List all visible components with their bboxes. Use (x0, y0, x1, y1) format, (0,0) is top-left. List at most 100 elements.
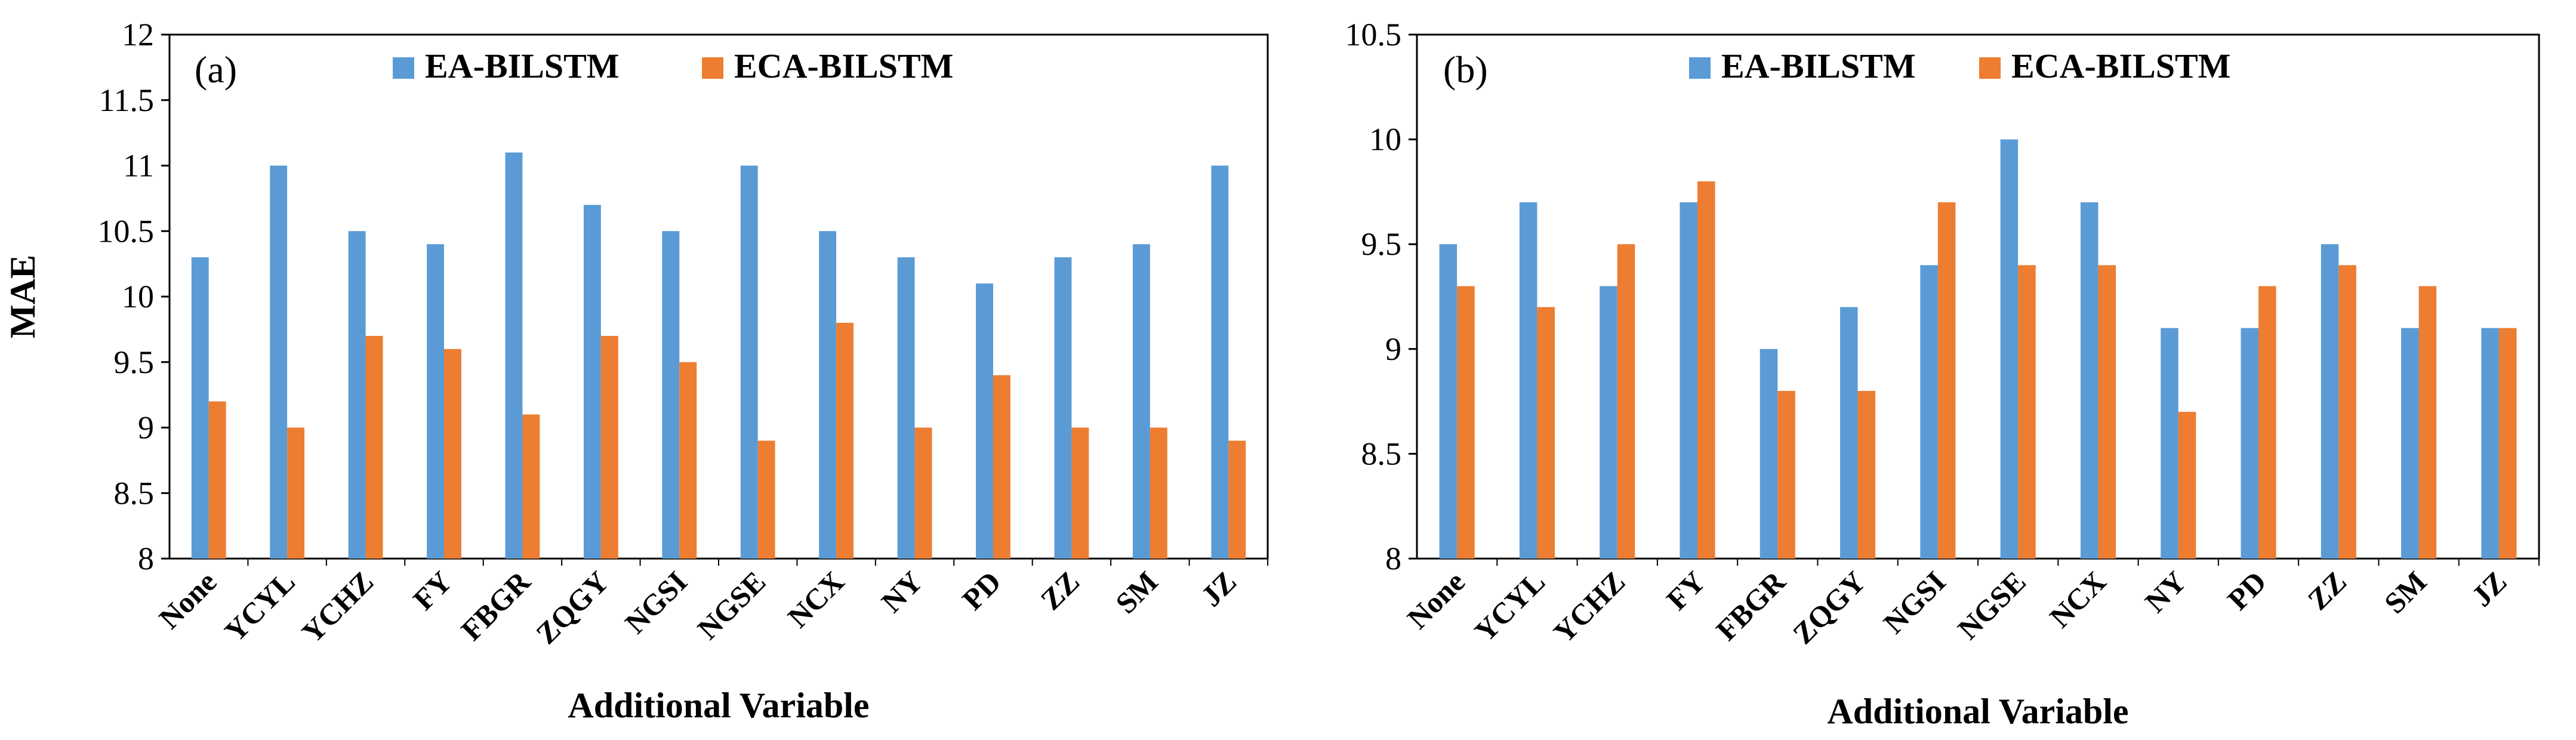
panel-a-x-tick-label: FBGR (454, 565, 537, 647)
panel-a-y-tick-label: 8.5 (114, 475, 155, 511)
panel-b-x-tick-label: NGSE (1951, 565, 2032, 646)
panel-a-x-axis-title: Additional Variable (568, 686, 869, 725)
panel-a-y-tick-label: 9 (138, 410, 154, 446)
panel-b-bar-eca-pd (2258, 286, 2276, 559)
panel-a-bar-ea-pd (976, 283, 993, 559)
panel-b-y-tick-label: 10 (1369, 122, 1401, 158)
panel-a-x-tick-label: YCYL (218, 565, 301, 648)
panel-a-bar-ea-fy (427, 244, 444, 559)
panel-a-bar-eca-zqgy (600, 335, 618, 559)
panel-a-x-tick-label: PD (956, 565, 1007, 616)
panel-a-bar-eca-jz (1228, 440, 1246, 559)
panel-b-x-tick-label: NGSI (1877, 565, 1952, 640)
panel-a-bar-eca-ny (914, 427, 932, 559)
panel-a-bar-eca-ychz (365, 335, 383, 559)
panel-a-y-tick-label: 10 (122, 279, 154, 314)
panel-b-x-tick-label: FBGR (1709, 565, 1792, 647)
panel-b-label: (b) (1443, 48, 1488, 91)
panel-a-y-tick-label: 10.5 (98, 213, 155, 249)
panel-b-legend-swatch-eca (1979, 57, 2001, 79)
panel-a-bar-eca-ngsi (679, 362, 697, 559)
panel-b-bar-eca-ycyl (1537, 307, 1555, 559)
panel-a-bar-eca-ncx (836, 322, 854, 559)
panel-a-x-tick-label: FY (406, 565, 458, 616)
panel-a-y-tick-label: 11.5 (99, 82, 155, 118)
panel-a-label: (a) (195, 48, 237, 91)
panel-b-bar-eca-none (1457, 286, 1475, 559)
panel-a-x-tick-label: YCHZ (295, 565, 380, 649)
panel-b-bar-eca-fy (1697, 181, 1715, 559)
panel-b-bar-ea-fbgr (1760, 349, 1778, 559)
panel-a-x-tick-label: NCX (781, 565, 851, 634)
panel-a-bar-ea-zqgy (583, 205, 601, 559)
panel-b-bar-ea-ngse (2000, 139, 2019, 559)
panel-a-x-tick-label: NY (875, 565, 929, 619)
panel-b-bar-eca-fbgr (1777, 391, 1795, 559)
panel-a-bar-ea-jz (1211, 165, 1229, 559)
panel-b-bar-ea-fy (1680, 202, 1697, 559)
panel-b-x-tick-label: NY (2139, 565, 2193, 619)
panel-b-y-tick-label: 9.5 (1361, 226, 1402, 262)
panel-a-bar-eca-ngse (757, 440, 775, 559)
panel-a-x-tick-label: SM (1109, 565, 1164, 620)
panel-a-bar-eca-ycyl (287, 427, 305, 559)
panel-b-y-tick-label: 9 (1385, 331, 1401, 367)
panel-b-x-tick-label: NCX (2043, 565, 2112, 634)
panel-b-bar-ea-ycyl (1519, 202, 1537, 559)
panel-a-y-tick-label: 9.5 (114, 344, 155, 380)
panel-b-bar-eca-sm (2418, 286, 2437, 559)
panel-b-x-tick-label: YCYL (1468, 565, 1551, 648)
panel-a-bar-ea-zz (1054, 257, 1072, 559)
panel-a-bar-ea-ngsi (662, 231, 680, 559)
panel-b-bar-ea-zqgy (1840, 307, 1858, 559)
panel-a-bar-ea-ychz (348, 231, 366, 559)
panel-b-x-tick-label: YCHZ (1547, 565, 1632, 649)
panel-b-x-tick-label: JZ (2465, 565, 2513, 613)
panel-b-x-tick-label: ZQGY (1786, 565, 1872, 650)
panel-a-plot-frame (168, 33, 1269, 560)
panel-a-bar-ea-ny (897, 257, 915, 559)
panel-a-x-tick-label: NGSI (618, 565, 694, 640)
panel-a-bar-eca-zz (1071, 427, 1089, 559)
panel-b-x-tick-label: ZZ (2301, 565, 2353, 616)
panel-b-bar-eca-ncx (2098, 265, 2116, 559)
panel-a-x-tick-label: ZZ (1034, 565, 1086, 616)
panel-a-bar-ea-ycyl (270, 165, 288, 559)
panel-a-bar-ea-sm (1132, 244, 1150, 559)
panel-b-x-axis-title: Additional Variable (1827, 692, 2128, 731)
panel-a-y-axis-title: MAE (3, 255, 42, 338)
panel-b-bar-ea-ychz (1600, 286, 1617, 559)
panel-b-bar-ea-ny (2161, 328, 2178, 559)
panel-a-bar-eca-sm (1150, 427, 1167, 559)
panel-b-bar-ea-ngsi (1920, 265, 1938, 559)
panel-a-x-tick-label: ZQGY (529, 565, 615, 650)
panel-a-legend-label-eca: ECA-BILSTM (734, 47, 953, 85)
panel-a-legend-label-ea: EA-BILSTM (425, 47, 620, 85)
panel-b-bar-eca-ngsi (1937, 202, 1956, 559)
panel-b-bar-ea-jz (2481, 328, 2499, 559)
panel-b-bar-eca-zz (2338, 265, 2356, 559)
panel-b-y-tick-label: 8.5 (1361, 436, 1402, 471)
panel-a-bar-ea-none (191, 257, 209, 559)
panel-b-bar-ea-ncx (2080, 202, 2099, 559)
panel-b-y-tick-label: 10.5 (1345, 17, 1402, 53)
panel-a-y-tick-label: 12 (122, 17, 154, 53)
panel-a-bar-eca-fbgr (522, 414, 540, 559)
panel-a-bar-ea-ngse (740, 165, 758, 559)
panel-b-legend-label-eca: ECA-BILSTM (2011, 47, 2230, 85)
panel-b-bar-eca-ngse (2018, 265, 2036, 559)
panel-a-y-tick-label: 8 (138, 541, 154, 576)
panel-b-bar-ea-none (1439, 244, 1458, 559)
panel-a-x-tick-label: JZ (1194, 565, 1243, 613)
panel-b-x-tick-label: None (1401, 565, 1471, 635)
panel-a-bar-ea-ncx (819, 231, 837, 559)
panel-a-bar-ea-fbgr (505, 152, 523, 559)
panel-b-bar-ea-zz (2321, 244, 2339, 559)
panel-a-bar-eca-pd (993, 375, 1010, 559)
panel-a-legend-swatch-eca (702, 57, 723, 79)
panel-a-bar-eca-fy (444, 349, 461, 559)
panel-b-x-tick-label: PD (2221, 565, 2273, 616)
panel-b-plot-frame (1416, 33, 2540, 560)
panel-b-bar-eca-zqgy (1857, 391, 1876, 559)
